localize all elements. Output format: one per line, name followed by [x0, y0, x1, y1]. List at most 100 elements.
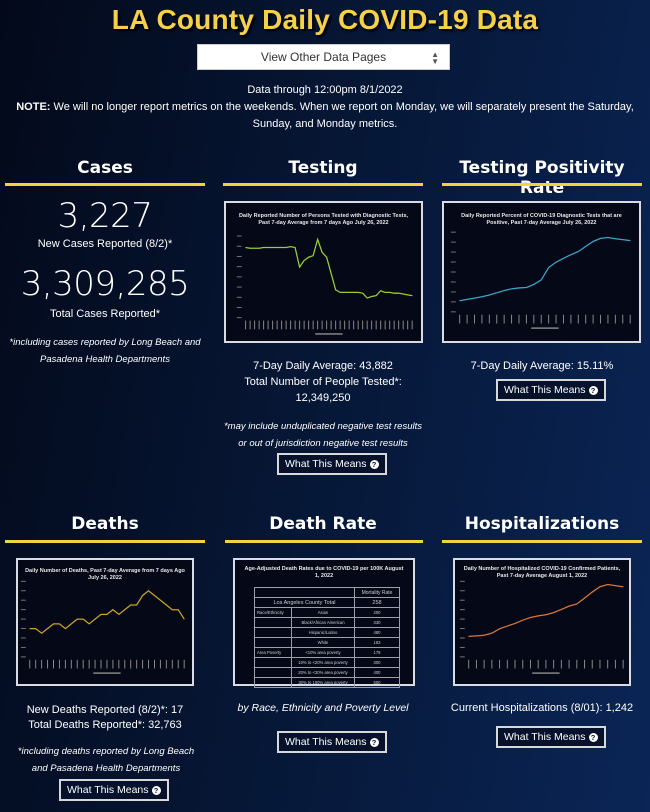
what-this-means-button-hospitalizations[interactable]: What This Means?	[496, 726, 606, 748]
y-tick-label	[450, 301, 456, 303]
x-tick-label	[407, 320, 409, 330]
table-row: White 183	[254, 637, 400, 648]
deaths-footnote: *including deaths reported by Long Beach…	[17, 746, 195, 774]
table-row: 20% to <30% area poverty 400	[254, 667, 400, 678]
x-tick-label	[285, 320, 287, 330]
button-label: What This Means	[504, 731, 586, 743]
positivity-avg: 7-Day Daily Average: 15.11%	[470, 360, 614, 372]
table-row: 10% to <20% area poverty 300	[254, 657, 400, 668]
y-tick-label	[236, 266, 242, 268]
y-tick-label	[459, 628, 465, 630]
table-cell-label: Hispanic/Latino	[291, 627, 355, 638]
table-cell-value: 480	[354, 627, 400, 638]
data-point	[254, 247, 255, 249]
testing-total: 12,349,250	[295, 392, 351, 404]
x-tick-label	[553, 659, 555, 669]
data-point	[384, 291, 386, 293]
testing-avg: 7-Day Daily Average: 43,882	[253, 360, 393, 372]
death-rate-table-image[interactable]: Age-Adjusted Death Rates due to COVID-19…	[233, 558, 415, 688]
data-point	[607, 584, 609, 585]
x-tick-label	[540, 314, 542, 324]
testing-chart[interactable]: Daily Reported Number of Persons Tested …	[224, 201, 423, 343]
data-point	[118, 613, 120, 615]
x-tick-label	[600, 314, 602, 324]
hospitalizations-chart[interactable]: Daily Number of Hospitalized COVID-19 Co…	[453, 558, 631, 686]
death-rate-caption: by Race, Ethnicity and Poverty Level	[237, 702, 409, 714]
x-tick-label	[499, 659, 501, 669]
data-point	[299, 266, 301, 268]
total-cases-value: 3,309,285	[20, 264, 190, 304]
legend	[532, 672, 560, 674]
total-cases-label: Total Cases Reported*	[49, 308, 161, 320]
data-point	[585, 245, 587, 247]
data-point	[577, 251, 579, 253]
what-this-means-button-death-rate[interactable]: What This Means?	[277, 731, 387, 753]
view-other-pages-select[interactable]: View Other Data Pages ▲ ▼	[197, 44, 450, 70]
x-tick-label	[303, 320, 305, 330]
data-point	[47, 628, 48, 629]
data-point	[570, 254, 572, 256]
what-this-means-button-positivity[interactable]: What This Means?	[496, 379, 606, 401]
data-point	[112, 609, 114, 611]
data-point	[308, 256, 310, 258]
data-point	[142, 595, 143, 596]
x-tick-label	[41, 659, 43, 669]
data-point	[533, 284, 535, 285]
y-tick-label	[236, 286, 242, 288]
table-cell-value: 179	[354, 647, 400, 658]
x-tick-label	[344, 320, 346, 330]
legend	[531, 327, 559, 329]
x-tick-label	[614, 659, 616, 669]
y-tick-label	[459, 656, 465, 658]
x-tick-label	[263, 320, 265, 330]
what-this-means-button-deaths[interactable]: What This Means?	[59, 779, 169, 801]
x-tick-label	[53, 659, 54, 669]
note-label: NOTE:	[16, 101, 51, 113]
table-cell-group	[254, 657, 292, 668]
data-point	[312, 255, 314, 257]
data-point	[160, 599, 161, 601]
data-point	[357, 291, 359, 293]
x-tick-label	[294, 320, 296, 330]
y-tick-label	[450, 231, 456, 233]
y-tick-label	[20, 609, 26, 611]
data-point	[285, 247, 287, 248]
positivity-chart[interactable]: Daily Reported Percent of COVID-19 Diagn…	[442, 201, 641, 343]
x-tick-label	[58, 659, 60, 669]
divider	[442, 540, 642, 543]
y-tick-label	[236, 245, 242, 247]
data-point	[362, 292, 364, 294]
data-point	[317, 238, 319, 240]
data-point	[555, 261, 557, 263]
data-point	[344, 291, 346, 293]
y-tick-label	[20, 618, 26, 620]
table-cell-value: 300	[354, 657, 400, 668]
section-title-testing: Testing	[288, 158, 358, 178]
button-label: What This Means	[285, 736, 367, 748]
divider	[442, 183, 642, 186]
deaths-chart[interactable]: Daily Number of Deaths, Past 7-day Avera…	[16, 558, 194, 686]
y-tick-label	[459, 580, 465, 582]
x-tick-label	[112, 659, 114, 669]
data-point	[272, 247, 274, 248]
y-tick-label	[236, 296, 242, 298]
x-tick-label	[398, 320, 400, 330]
x-tick-label	[592, 314, 594, 324]
data-point	[330, 273, 332, 274]
x-tick-label	[136, 659, 138, 669]
what-this-means-button-testing[interactable]: What This Means?	[277, 453, 387, 475]
table-cell-value: 183	[354, 637, 400, 648]
data-point	[276, 247, 278, 248]
y-tick-label	[450, 271, 456, 273]
x-tick-label	[585, 314, 587, 324]
note: NOTE: We will no longer report metrics o…	[0, 99, 650, 133]
chart-title: Daily Number of Deaths, Past 7-day Avera…	[25, 568, 185, 581]
data-point	[584, 597, 585, 599]
data-point	[59, 623, 60, 625]
x-tick-label	[562, 314, 564, 324]
data-point	[592, 241, 594, 242]
x-tick-label	[533, 314, 535, 324]
x-tick-label	[124, 659, 126, 669]
data-point	[481, 296, 483, 298]
section-title-hospitalizations: Hospitalizations	[464, 514, 620, 534]
